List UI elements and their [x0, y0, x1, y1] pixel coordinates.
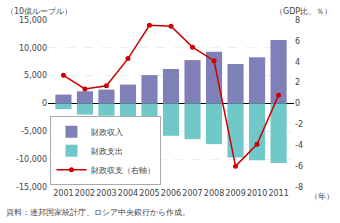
svg-text:2007: 2007 — [182, 189, 202, 198]
svg-text:2008: 2008 — [204, 189, 224, 198]
svg-text:2011: 2011 — [268, 189, 288, 198]
svg-text:0: 0 — [42, 99, 47, 108]
svg-text:2002: 2002 — [75, 189, 95, 198]
svg-text:財政収支（右軸）: 財政収支（右軸） — [91, 166, 155, 175]
svg-text:2009: 2009 — [225, 189, 245, 198]
svg-text:-10,000: -10,000 — [16, 155, 47, 164]
svg-text:-5,000: -5,000 — [21, 127, 47, 136]
svg-text:-6: -6 — [295, 162, 303, 171]
svg-text:-4: -4 — [295, 141, 303, 150]
svg-text:（10億ルーブル）: （10億ルーブル） — [6, 7, 72, 16]
svg-text:10,000: 10,000 — [19, 44, 47, 53]
svg-text:（GDP比、％）: （GDP比、％） — [275, 7, 332, 16]
svg-text:2003: 2003 — [96, 189, 116, 198]
svg-text:2010: 2010 — [247, 189, 267, 198]
svg-text:2004: 2004 — [118, 189, 138, 198]
svg-text:資料：連邦国家統計庁、ロシア中央銀行から作成。: 資料：連邦国家統計庁、ロシア中央銀行から作成。 — [6, 208, 190, 217]
svg-text:4: 4 — [295, 58, 300, 67]
svg-text:2006: 2006 — [161, 189, 181, 198]
svg-text:2005: 2005 — [139, 189, 159, 198]
svg-text:0: 0 — [295, 99, 300, 108]
svg-text:財政支出: 財政支出 — [91, 147, 123, 156]
svg-text:-8: -8 — [295, 183, 303, 192]
svg-text:5,000: 5,000 — [24, 71, 47, 80]
svg-text:15,000: 15,000 — [19, 16, 47, 25]
svg-text:2001: 2001 — [53, 189, 73, 198]
svg-text:6: 6 — [295, 37, 300, 46]
svg-text:8: 8 — [295, 16, 300, 25]
svg-text:2: 2 — [295, 78, 300, 87]
svg-text:-2: -2 — [295, 120, 303, 129]
svg-text:（年）: （年） — [310, 192, 334, 201]
svg-text:-15,000: -15,000 — [16, 183, 47, 192]
svg-text:財政収入: 財政収入 — [91, 128, 123, 137]
